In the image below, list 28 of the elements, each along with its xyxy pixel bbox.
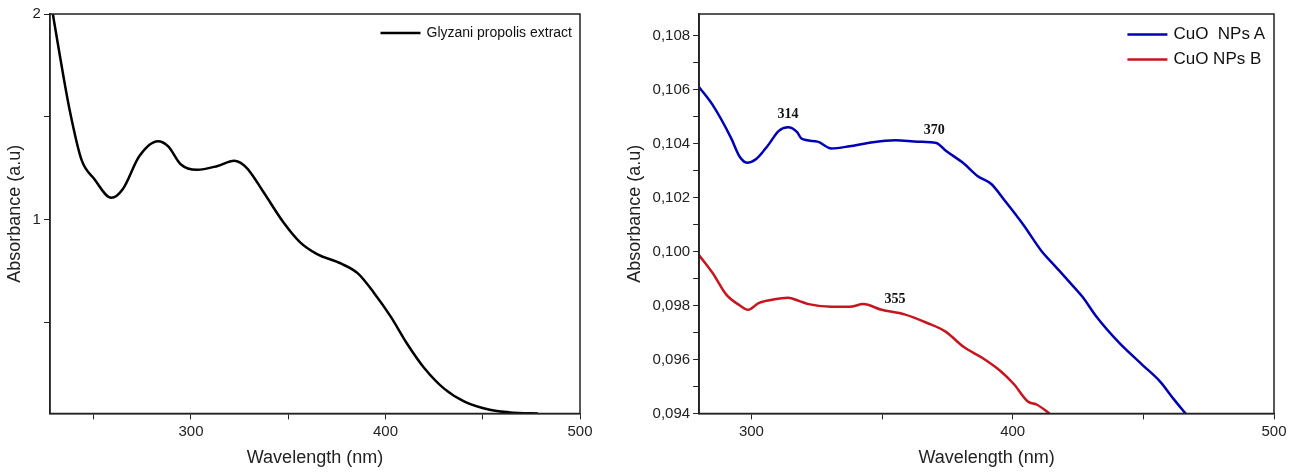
annotation: 314 — [777, 105, 799, 121]
x-tick-label: 400 — [372, 421, 398, 439]
y-tick-label: 0,094 — [652, 403, 691, 421]
y-axis-title: Absorbance (a.u) — [3, 144, 24, 283]
y-tick-label: 0,104 — [652, 133, 691, 151]
legend-label: CuO NPs A — [1173, 24, 1266, 44]
y-tick-label: 2 — [32, 4, 41, 22]
line-series — [699, 85, 1187, 414]
y-tick-label: 0,100 — [652, 241, 691, 259]
annotation: 355 — [884, 290, 906, 306]
legend-label: CuO NPs B — [1173, 49, 1262, 69]
x-tick-label: 400 — [1000, 421, 1026, 439]
y-tick-label: 1 — [32, 210, 41, 228]
y-tick-label: 0,098 — [652, 295, 691, 313]
y-tick-label: 0,102 — [652, 187, 691, 205]
x-tick-label: 300 — [178, 421, 204, 439]
x-tick-label: 500 — [567, 421, 593, 439]
x-tick-label: 500 — [1261, 421, 1287, 439]
legend-label: Glyzani propolis extract — [426, 23, 573, 40]
line-series — [699, 254, 1051, 414]
x-axis-title: Wavelength (nm) — [918, 447, 1055, 468]
y-tick-label: 0,096 — [652, 349, 691, 367]
y-tick-label: 0,108 — [652, 25, 691, 43]
annotation: 370 — [923, 121, 945, 137]
y-axis-title: Absorbance (a.u) — [623, 144, 644, 283]
x-tick-label: 300 — [738, 421, 764, 439]
x-axis-title: Wavelength (nm) — [246, 447, 384, 468]
y-tick-label: 0,106 — [652, 79, 691, 97]
